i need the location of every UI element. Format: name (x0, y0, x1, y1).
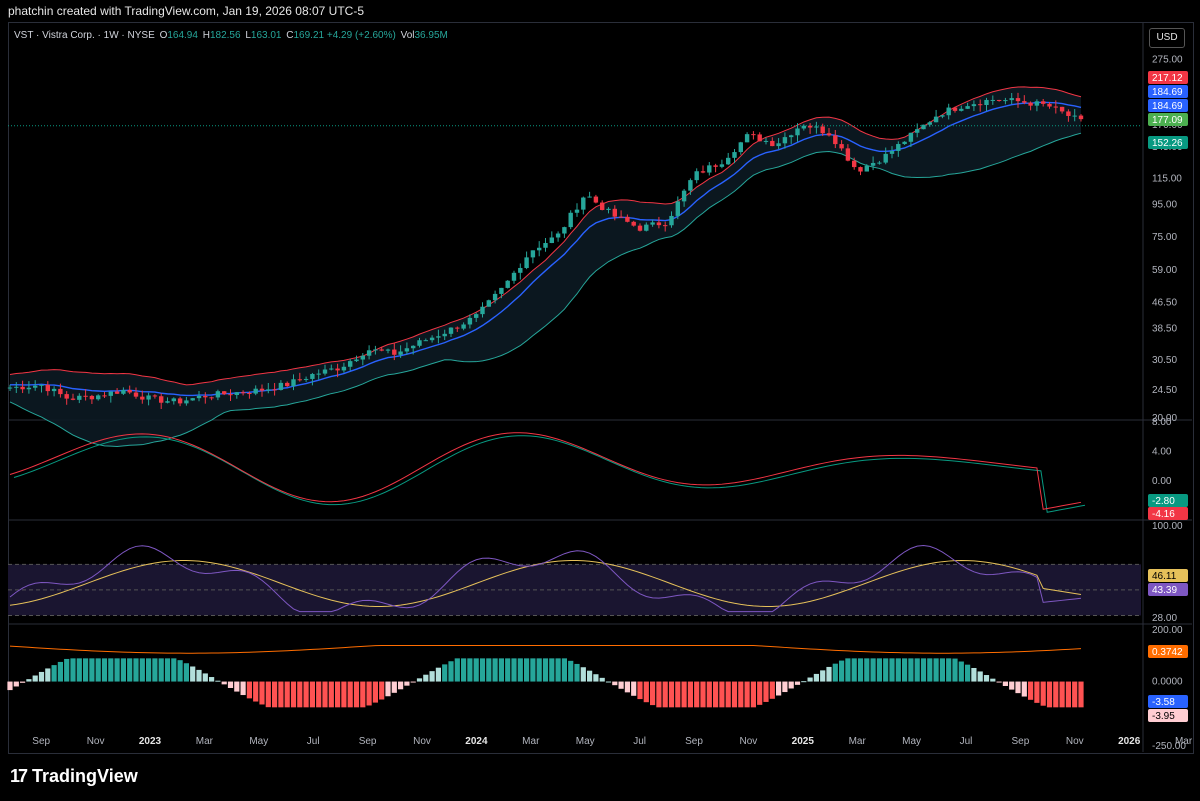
change-value: +4.29 (+2.60%) (326, 30, 396, 41)
low-value: 163.01 (250, 30, 282, 41)
close-label: C (286, 30, 294, 41)
chart-frame (8, 22, 1194, 754)
brand-name: TradingView (32, 766, 138, 786)
high-value: 182.56 (209, 30, 241, 41)
high-label: H (202, 30, 210, 41)
chart-credit: phatchin created with TradingView.com, J… (8, 4, 364, 18)
symbol-legend: VST · Vistra Corp. · 1W · NYSE O164.94 H… (14, 30, 448, 41)
volume-value: 36.95M (414, 30, 448, 41)
symbol-title[interactable]: VST · Vistra Corp. · 1W · NYSE (14, 30, 155, 41)
open-value: 164.94 (167, 30, 198, 41)
close-value: 169.21 (293, 30, 325, 41)
tradingview-brand: 17 TradingView (10, 766, 138, 787)
open-label: O (159, 30, 168, 41)
volume-label: Vol (400, 30, 415, 41)
low-label: L (245, 30, 251, 41)
tradingview-logo-icon: 17 (10, 766, 28, 786)
currency-button[interactable]: USD (1149, 28, 1185, 48)
